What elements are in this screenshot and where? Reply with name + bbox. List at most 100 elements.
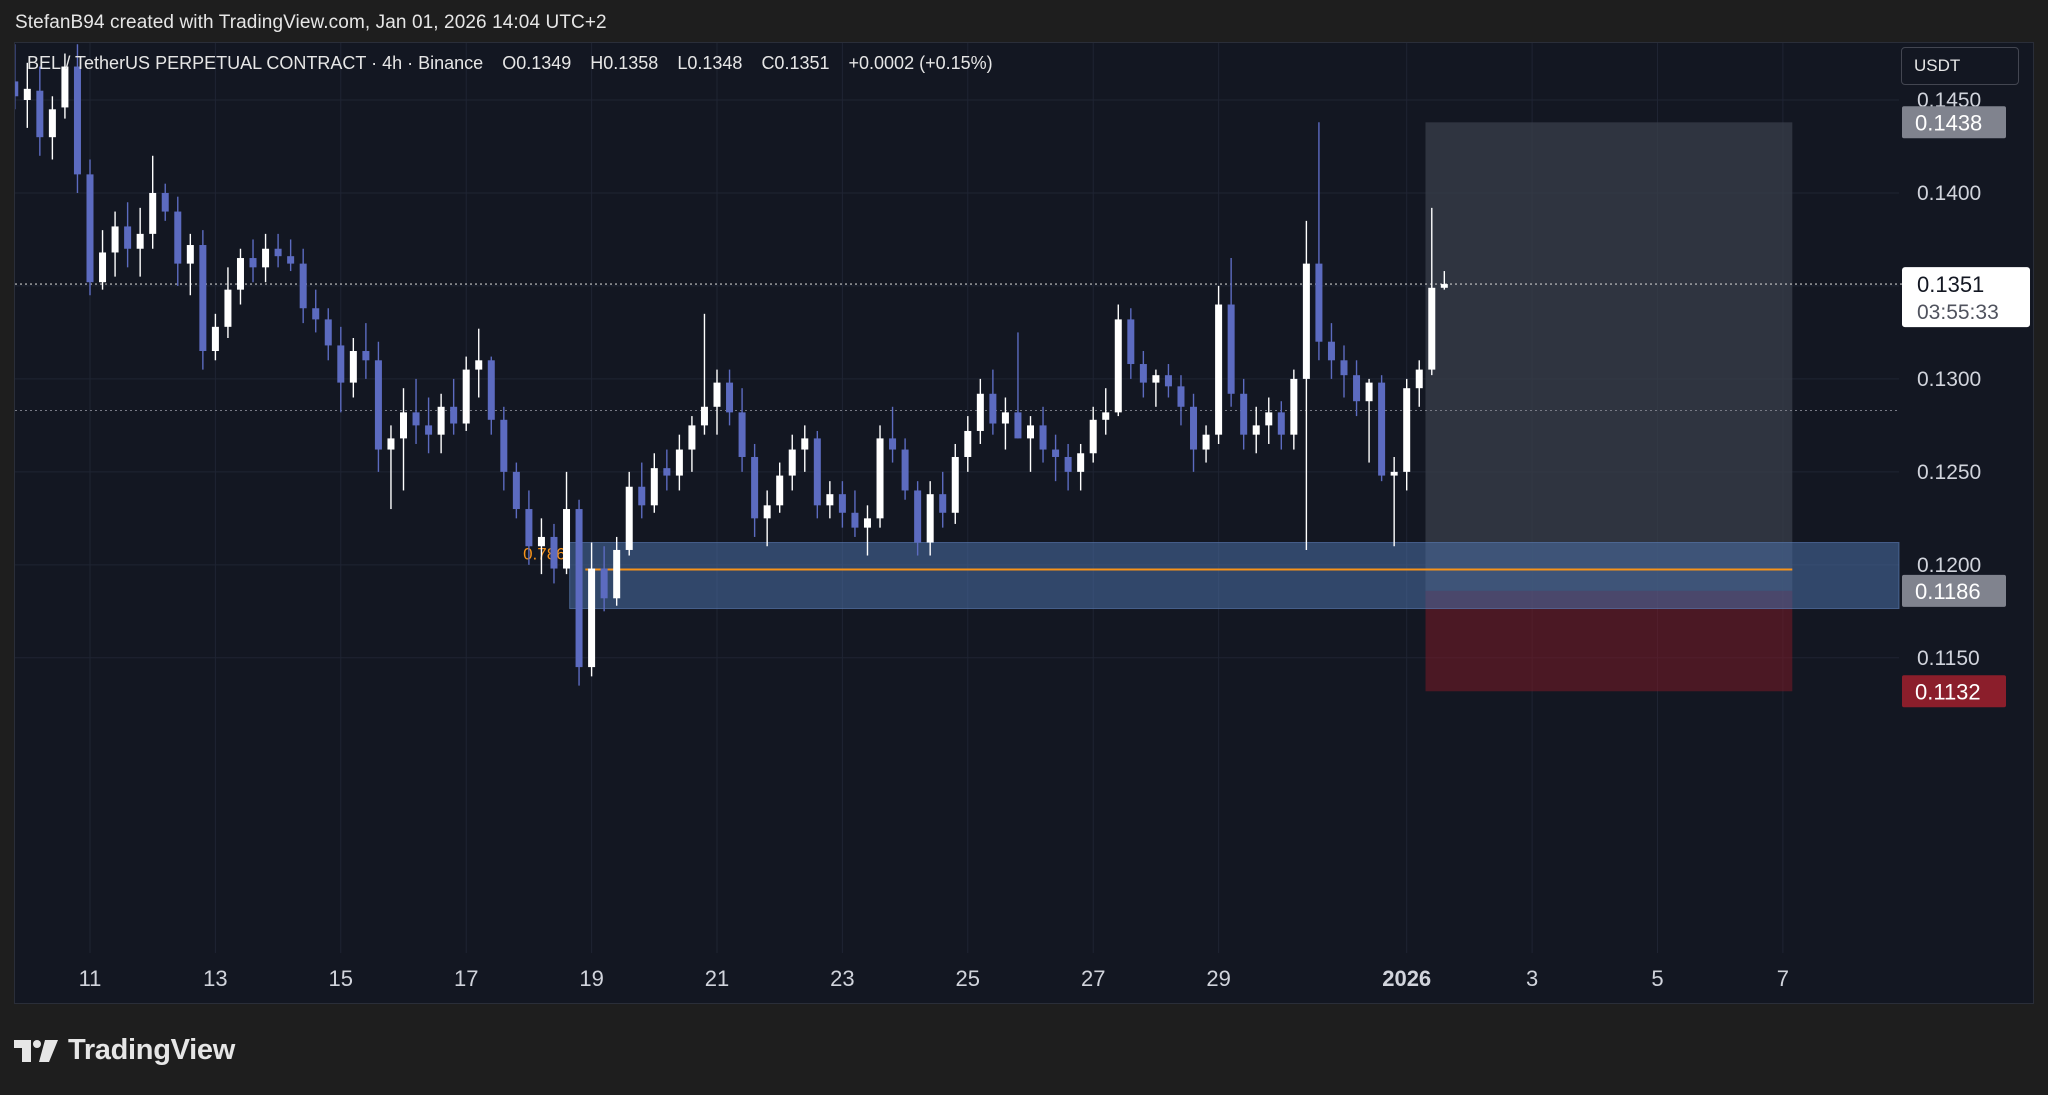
candle-body-down[interactable] — [901, 449, 909, 491]
candle-body-down[interactable] — [738, 412, 746, 457]
candle-body-up[interactable] — [475, 360, 483, 370]
candle-body-up[interactable] — [613, 549, 621, 599]
candle-body-down[interactable] — [838, 494, 846, 513]
candle-body-down[interactable] — [512, 471, 520, 510]
candle-body-up[interactable] — [61, 66, 69, 108]
candle-body-up[interactable] — [964, 430, 972, 457]
candle-body-up[interactable] — [149, 192, 157, 234]
candle-body-up[interactable] — [1390, 471, 1398, 476]
candle-body-up[interactable] — [211, 326, 219, 352]
candle-body-down[interactable] — [312, 308, 320, 320]
candle-body-down[interactable] — [199, 245, 207, 352]
candle-body-up[interactable] — [400, 412, 407, 439]
candle-body-down[interactable] — [174, 211, 182, 264]
candle-body-down[interactable] — [1039, 425, 1047, 450]
candle-body-up[interactable] — [863, 518, 871, 528]
candle-body-down[interactable] — [487, 360, 495, 420]
candle-body-down[interactable] — [1177, 386, 1185, 407]
candle-body-up[interactable] — [1089, 419, 1097, 454]
candle-body-down[interactable] — [751, 456, 759, 519]
chart-area[interactable]: 0.7860.11500.12000.12500.13000.13500.140… — [14, 42, 2034, 1004]
candle-body-down[interactable] — [525, 509, 533, 547]
currency-selector-button[interactable]: USDT — [1901, 47, 2019, 85]
candle-body-down[interactable] — [638, 486, 646, 506]
candle-body-up[interactable] — [1365, 382, 1373, 402]
candle-body-down[interactable] — [939, 494, 947, 513]
candle-body-down[interactable] — [550, 536, 558, 569]
candle-body-up[interactable] — [224, 289, 232, 327]
symbol-name[interactable]: BEL / TetherUS PERPETUAL CONTRACT · 4h ·… — [27, 53, 484, 73]
candle-body-up[interactable] — [1152, 375, 1160, 383]
candle-body-down[interactable] — [1164, 375, 1172, 387]
candle-body-up[interactable] — [262, 248, 270, 268]
candle-body-up[interactable] — [111, 226, 119, 253]
candle-body-up[interactable] — [926, 494, 934, 543]
candle-body-down[interactable] — [36, 90, 44, 138]
candle-body-down[interactable] — [450, 406, 458, 424]
candlestick-chart[interactable]: 0.7860.11500.12000.12500.13000.13500.140… — [15, 43, 2033, 1003]
candle-body-down[interactable] — [1127, 319, 1135, 365]
candle-body-down[interactable] — [124, 226, 132, 249]
candle-body-up[interactable] — [1415, 369, 1423, 389]
candle-body-up[interactable] — [387, 438, 395, 450]
position-target-zone[interactable] — [1425, 122, 1793, 591]
candle-body-down[interactable] — [1315, 263, 1323, 342]
candle-body-up[interactable] — [588, 568, 596, 668]
candle-body-up[interactable] — [1440, 284, 1448, 288]
candle-body-up[interactable] — [801, 438, 809, 450]
candle-body-up[interactable] — [763, 505, 771, 519]
candle-body-down[interactable] — [73, 66, 81, 175]
candle-body-down[interactable] — [1190, 406, 1198, 450]
candle-body-down[interactable] — [1327, 341, 1335, 361]
candle-body-up[interactable] — [650, 468, 658, 506]
candle-body-down[interactable] — [1240, 393, 1248, 435]
candle-body-down[interactable] — [989, 393, 997, 424]
candle-body-down[interactable] — [726, 382, 734, 413]
candle-body-down[interactable] — [663, 468, 671, 476]
support-zone[interactable] — [569, 542, 1900, 610]
candle-body-up[interactable] — [437, 406, 445, 435]
candle-body-up[interactable] — [876, 438, 884, 519]
candle-body-up[interactable] — [349, 351, 357, 383]
candle-body-up[interactable] — [675, 449, 683, 476]
candle-body-down[interactable] — [575, 509, 583, 668]
candle-body-down[interactable] — [1378, 382, 1386, 476]
candle-body-up[interactable] — [1302, 263, 1310, 379]
candle-body-down[interactable] — [374, 360, 382, 450]
candle-body-up[interactable] — [713, 382, 721, 407]
candle-body-down[interactable] — [161, 192, 169, 212]
candle-body-down[interactable] — [600, 568, 608, 599]
candle-body-up[interactable] — [23, 88, 31, 100]
tradingview-logo[interactable]: TradingView — [14, 1034, 235, 1067]
candle-body-down[interactable] — [1227, 304, 1235, 394]
candle-body-down[interactable] — [1340, 360, 1348, 376]
candle-body-up[interactable] — [1265, 412, 1273, 426]
candle-body-up[interactable] — [788, 449, 796, 476]
candle-body-up[interactable] — [1077, 453, 1085, 472]
candle-body-down[interactable] — [299, 263, 307, 309]
candle-body-up[interactable] — [1102, 412, 1110, 420]
candle-body-down[interactable] — [813, 438, 821, 506]
candle-body-up[interactable] — [48, 109, 56, 138]
candle-body-up[interactable] — [625, 486, 633, 550]
candle-body-up[interactable] — [1027, 425, 1034, 439]
candle-body-down[interactable] — [249, 258, 257, 268]
candle-body-down[interactable] — [1064, 456, 1072, 472]
candle-body-down[interactable] — [1277, 412, 1285, 435]
candle-body-up[interactable] — [951, 456, 959, 513]
candle-body-down[interactable] — [1052, 449, 1060, 457]
candle-body-down[interactable] — [15, 81, 19, 97]
candle-body-up[interactable] — [563, 509, 571, 569]
candle-body-up[interactable] — [976, 393, 984, 431]
candle-body-down[interactable] — [337, 345, 345, 383]
candle-body-up[interactable] — [136, 233, 144, 249]
candle-body-down[interactable] — [362, 351, 370, 361]
candle-body-down[interactable] — [1353, 375, 1361, 402]
candle-body-up[interactable] — [826, 494, 834, 506]
candle-body-down[interactable] — [324, 319, 332, 346]
candle-body-up[interactable] — [1215, 304, 1223, 435]
candle-body-up[interactable] — [776, 475, 784, 506]
candle-body-up[interactable] — [1252, 425, 1260, 435]
candle-body-up[interactable] — [1114, 319, 1122, 413]
candle-body-up[interactable] — [1403, 388, 1411, 472]
